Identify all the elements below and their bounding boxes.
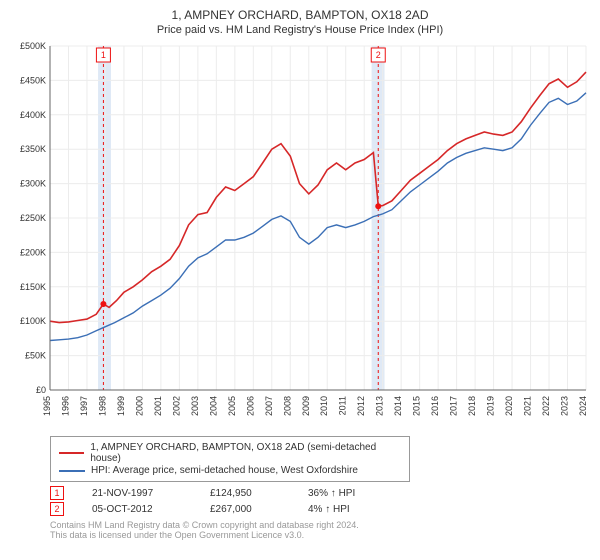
svg-text:2: 2	[376, 50, 381, 60]
svg-text:2003: 2003	[190, 396, 200, 416]
svg-text:£300K: £300K	[20, 179, 46, 189]
marker-price: £267,000	[210, 504, 280, 515]
svg-text:2024: 2024	[578, 396, 588, 416]
svg-text:£50K: £50K	[25, 351, 46, 361]
svg-text:2017: 2017	[449, 396, 459, 416]
marker-row: 1 21-NOV-1997 £124,950 36% ↑ HPI	[50, 486, 590, 500]
svg-text:1995: 1995	[42, 396, 52, 416]
svg-text:2020: 2020	[504, 396, 514, 416]
svg-text:2010: 2010	[319, 396, 329, 416]
marker-badge: 1	[50, 486, 64, 500]
svg-text:£250K: £250K	[20, 213, 46, 223]
svg-text:2009: 2009	[301, 396, 311, 416]
svg-text:£400K: £400K	[20, 110, 46, 120]
svg-text:2019: 2019	[486, 396, 496, 416]
svg-text:2014: 2014	[393, 396, 403, 416]
marker-price: £124,950	[210, 488, 280, 499]
svg-text:2000: 2000	[134, 396, 144, 416]
svg-text:1999: 1999	[116, 396, 126, 416]
marker-diff: 36% ↑ HPI	[308, 488, 378, 499]
footer-line: Contains HM Land Registry data © Crown c…	[50, 520, 590, 530]
svg-text:2015: 2015	[412, 396, 422, 416]
marker-row: 2 05-OCT-2012 £267,000 4% ↑ HPI	[50, 502, 590, 516]
svg-text:2012: 2012	[356, 396, 366, 416]
legend-box: 1, AMPNEY ORCHARD, BAMPTON, OX18 2AD (se…	[50, 436, 410, 482]
chart-title: 1, AMPNEY ORCHARD, BAMPTON, OX18 2AD	[10, 8, 590, 22]
svg-text:1998: 1998	[97, 396, 107, 416]
svg-text:1996: 1996	[60, 396, 70, 416]
svg-text:£100K: £100K	[20, 316, 46, 326]
footer-line: This data is licensed under the Open Gov…	[50, 530, 590, 540]
legend-swatch	[59, 452, 84, 454]
svg-text:2002: 2002	[171, 396, 181, 416]
chart-area: £0 £50K £100K £150K £200K £250K £300K £350K £400…	[10, 42, 590, 430]
svg-text:2013: 2013	[375, 396, 385, 416]
legend-label: HPI: Average price, semi-detached house,…	[91, 465, 358, 476]
price-chart-svg: £0 £50K £100K £150K £200K £250K £300K £350K £400…	[10, 42, 590, 430]
svg-text:1: 1	[101, 50, 106, 60]
marker-badge: 2	[50, 502, 64, 516]
svg-text:2006: 2006	[245, 396, 255, 416]
chart-subtitle: Price paid vs. HM Land Registry's House …	[10, 24, 590, 36]
svg-text:2022: 2022	[541, 396, 551, 416]
svg-text:2005: 2005	[227, 396, 237, 416]
svg-text:£500K: £500K	[20, 42, 46, 51]
svg-text:£200K: £200K	[20, 247, 46, 257]
marker-diff: 4% ↑ HPI	[308, 504, 378, 515]
legend-item: 1, AMPNEY ORCHARD, BAMPTON, OX18 2AD (se…	[59, 442, 401, 464]
legend-swatch	[59, 470, 85, 472]
legend-label: 1, AMPNEY ORCHARD, BAMPTON, OX18 2AD (se…	[90, 442, 401, 464]
svg-text:2008: 2008	[282, 396, 292, 416]
svg-text:£450K: £450K	[20, 75, 46, 85]
svg-text:2001: 2001	[153, 396, 163, 416]
legend-item: HPI: Average price, semi-detached house,…	[59, 465, 401, 476]
svg-text:2016: 2016	[430, 396, 440, 416]
marker-date: 05-OCT-2012	[92, 504, 182, 515]
svg-text:2011: 2011	[338, 396, 348, 415]
footer-attribution: Contains HM Land Registry data © Crown c…	[50, 520, 590, 540]
svg-text:1997: 1997	[79, 396, 89, 416]
marker-table: 1 21-NOV-1997 £124,950 36% ↑ HPI 2 05-OC…	[50, 486, 590, 516]
svg-text:£0: £0	[36, 385, 46, 395]
svg-text:2007: 2007	[264, 396, 274, 416]
svg-text:2018: 2018	[467, 396, 477, 416]
marker-date: 21-NOV-1997	[92, 488, 182, 499]
svg-text:2023: 2023	[560, 396, 570, 416]
svg-text:2021: 2021	[523, 396, 533, 416]
svg-text:2004: 2004	[208, 396, 218, 416]
svg-text:£350K: £350K	[20, 144, 46, 154]
svg-text:£150K: £150K	[20, 282, 46, 292]
